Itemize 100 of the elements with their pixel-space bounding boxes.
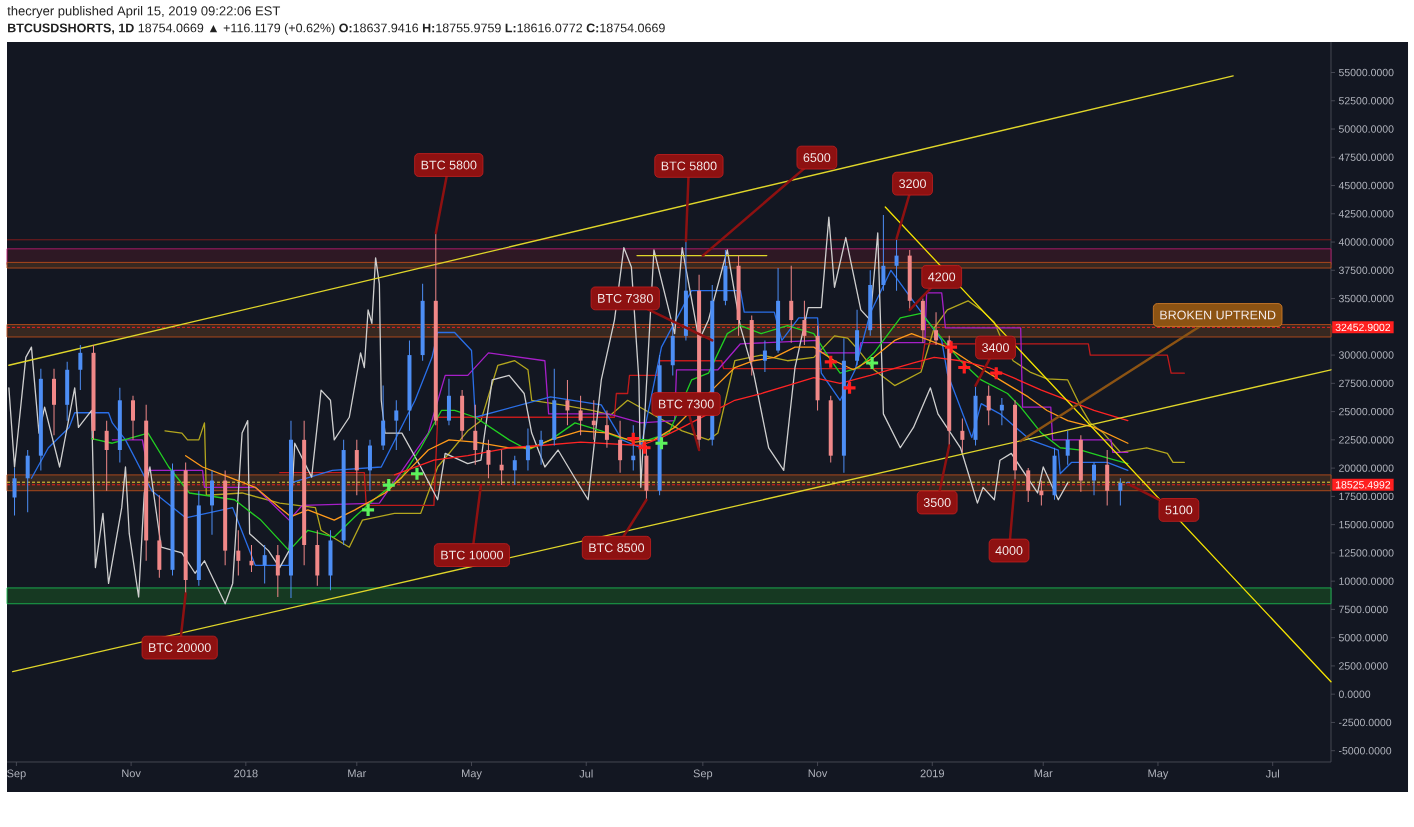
- candlestick: [736, 255, 741, 337]
- candlestick: [565, 379, 570, 426]
- x-tick-label: Mar: [1034, 769, 1053, 778]
- candlestick: [170, 463, 175, 576]
- y-tick-label: 15000.0000: [1339, 520, 1394, 529]
- candlestick: [894, 238, 899, 292]
- candlestick: [420, 283, 425, 362]
- chart-title: thecryer published April 15, 2019 09:22:06 EST: [7, 5, 281, 19]
- candlestick: [262, 544, 267, 584]
- candlestick: [815, 325, 820, 411]
- candlestick: [183, 461, 188, 595]
- candlestick: [302, 420, 307, 566]
- point: [625, 431, 641, 447]
- point: [956, 359, 972, 376]
- point: [943, 339, 959, 355]
- candlestick: [960, 417, 965, 453]
- candlestick: [407, 339, 412, 432]
- candlestick: [539, 430, 544, 466]
- candlestick: [1105, 449, 1110, 506]
- ref-line-label: 18525.4992: [1335, 481, 1391, 489]
- candlestick: [776, 267, 781, 354]
- candlestick: [934, 311, 939, 346]
- annotation: BTC 5800: [661, 161, 717, 171]
- x-tick-label: 2019: [920, 769, 944, 778]
- text: BTCUSDSHORTS, 1D 18754.0669 ▲ +116.1179 (+0.62%) O:18637.9416 H:18755.9759 L:18616.0772 C:18754.0669: [8, 23, 665, 35]
- y-tick-label: 7500.0000: [1339, 605, 1388, 614]
- point: [360, 502, 376, 518]
- candlestick: [354, 439, 359, 496]
- y-tick-label: 47500.0000: [1338, 153, 1394, 161]
- candlestick: [236, 529, 241, 576]
- candlestick: [78, 344, 83, 391]
- candlestick: [131, 395, 136, 441]
- candlestick: [473, 404, 478, 466]
- annotation: BROKEN UPTREND: [1160, 310, 1276, 320]
- y-tick-label: 5000.0000: [1338, 633, 1388, 642]
- y-tick-label: -2500.0000: [1338, 718, 1392, 727]
- candlestick: [367, 439, 372, 492]
- annotation: BTC 8500: [589, 543, 645, 553]
- y-tick-label: 25000.0000: [1339, 407, 1394, 416]
- annotation: 4000: [995, 546, 1023, 555]
- y-tick-label: 50000.0000: [1338, 125, 1394, 133]
- candlestick: [1026, 467, 1031, 503]
- candlestick: [144, 404, 149, 562]
- x-tick-label: Nov: [122, 769, 141, 778]
- y-tick-label: 37500.0000: [1338, 266, 1394, 275]
- y-tick-label: 55000.0000: [1338, 68, 1394, 77]
- candlestick: [828, 395, 833, 463]
- point: [653, 435, 670, 451]
- candlestick: [749, 315, 754, 376]
- x-tick-label: 2018: [234, 769, 258, 778]
- candlestick: [789, 265, 794, 344]
- x-tick-label: Sep: [693, 769, 713, 780]
- annotation: 6500: [803, 153, 831, 163]
- candlestick: [209, 469, 214, 536]
- candlestick: [38, 368, 43, 471]
- x-tick-label: May: [1148, 769, 1169, 780]
- x-tick-label: Jul: [579, 769, 593, 778]
- annotation: 5100: [1165, 505, 1193, 515]
- candlestick: [618, 420, 623, 474]
- candlestick: [25, 449, 30, 513]
- candlestick: [723, 249, 728, 306]
- candlestick: [855, 309, 860, 366]
- candlestick: [394, 399, 399, 451]
- point: [409, 466, 425, 482]
- candlestick: [52, 368, 57, 436]
- x-tick-label: Sep: [7, 769, 26, 780]
- y-tick-label: 20000.0000: [1339, 464, 1394, 472]
- annotation: BTC 7300: [658, 399, 714, 409]
- y-tick-label: 27500.0000: [1339, 379, 1394, 388]
- x-tick-label: Jul: [1265, 769, 1279, 778]
- x-tick-label: Mar: [348, 769, 367, 778]
- candlestick: [986, 385, 991, 426]
- candlestick: [157, 494, 162, 579]
- y-tick-label: 10000.0000: [1339, 577, 1394, 585]
- candlestick: [65, 361, 70, 422]
- candlestick: [841, 337, 846, 474]
- candlestick: [288, 420, 293, 599]
- candlestick: [973, 385, 978, 447]
- candlestick: [525, 428, 530, 471]
- candlestick: [460, 389, 465, 441]
- y-tick-label: 12500.0000: [1339, 549, 1394, 557]
- candlestick: [381, 385, 386, 451]
- y-tick-label: 52500.0000: [1338, 97, 1394, 105]
- y-tick-label: 0.0000: [1338, 690, 1371, 698]
- candlestick: [91, 344, 96, 441]
- y-tick-label: 35000.0000: [1338, 294, 1394, 303]
- candlestick: [947, 335, 952, 447]
- candlestick: [341, 439, 346, 546]
- annotation: BTC 5800: [421, 160, 477, 170]
- candlestick: [1052, 447, 1057, 501]
- candlestick: [486, 439, 491, 479]
- annotation: 3500: [923, 498, 951, 507]
- y-tick-label: 45000.0000: [1338, 181, 1394, 190]
- candlestick: [1092, 461, 1097, 496]
- y-tick-label: 40000.0000: [1338, 238, 1394, 246]
- candlestick: [328, 529, 333, 591]
- candlestick: [604, 409, 609, 449]
- candlestick: [881, 214, 886, 292]
- candlestick: [315, 529, 320, 587]
- y-tick-label: 42500.0000: [1338, 210, 1394, 218]
